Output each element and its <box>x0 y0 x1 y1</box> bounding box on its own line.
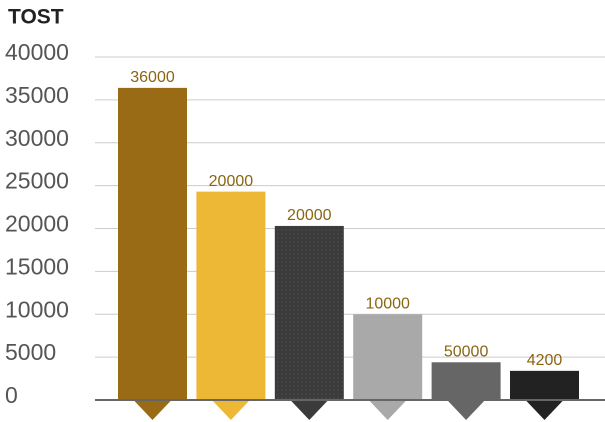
y-tick-label: 10000 <box>5 296 69 322</box>
bar <box>118 87 187 401</box>
chart-title: TOST <box>8 6 64 29</box>
y-tick-label: 5000 <box>5 339 56 365</box>
bar-pointer <box>211 400 250 420</box>
y-tick-label: 30000 <box>5 125 69 151</box>
y-tick-label: 15000 <box>5 253 69 279</box>
bar <box>431 362 501 400</box>
bar <box>274 225 344 400</box>
bar-annotation: 10000 <box>365 295 410 312</box>
bar-annotation: 36000 <box>130 69 175 86</box>
bar-annotation: 4200 <box>527 352 563 369</box>
bar <box>353 314 423 400</box>
bar-pointer <box>368 400 407 420</box>
y-tick-label: 20000 <box>5 211 69 237</box>
bar <box>510 370 579 400</box>
bar-annotation: 20000 <box>209 173 254 190</box>
bar-pointer <box>525 400 564 420</box>
y-tick-label: 35000 <box>5 82 69 108</box>
bar-pointer <box>290 400 329 420</box>
bar-annotation: 50000 <box>444 343 489 360</box>
bar-pointer <box>133 400 172 420</box>
y-tick-label: 40000 <box>5 39 69 65</box>
bar-pointer <box>447 400 486 420</box>
y-tick-label: 25000 <box>5 168 69 194</box>
y-tick-label: 0 <box>5 382 18 408</box>
bar <box>196 191 266 400</box>
bar-annotation: 20000 <box>287 207 332 224</box>
